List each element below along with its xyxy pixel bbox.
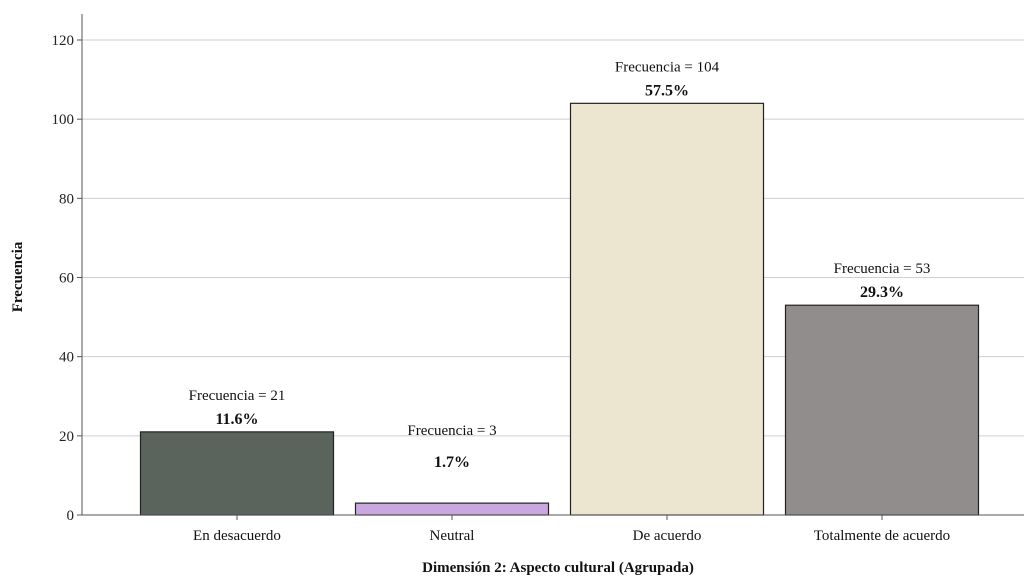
bar-frequency-label: Frecuencia = 104 — [615, 59, 720, 75]
bar-en-desacuerdo — [139, 431, 335, 516]
x-tick-label: En desacuerdo — [193, 528, 281, 544]
bar-frequency-label: Frecuencia = 3 — [407, 423, 496, 439]
bar-percent-label: 1.7% — [434, 454, 470, 471]
bar-frequency-label: Frecuencia = 21 — [189, 388, 286, 404]
bar-percent-label: 57.5% — [645, 82, 689, 99]
bar-de-acuerdo — [569, 102, 765, 516]
y-tick-label: 100 — [52, 112, 75, 128]
bar-frequency-label: Frecuencia = 53 — [834, 261, 931, 277]
bar-neutral — [354, 502, 550, 516]
y-tick-label: 40 — [59, 350, 74, 366]
x-axis-title: Dimensión 2: Aspecto cultural (Agrupada) — [422, 560, 694, 576]
category-labels: En desacuerdo Neutral De acuerdo Totalmente… — [193, 515, 950, 544]
y-axis-title: Frecuencia — [10, 241, 26, 312]
x-tick-label: De acuerdo — [633, 528, 702, 544]
data-labels: 11.6% Frecuencia = 21 1.7% Frecuencia = 3 57… — [189, 59, 931, 471]
y-tick-label: 60 — [59, 271, 74, 287]
bar-totalmente-de-acuerdo — [784, 304, 980, 516]
x-tick-label: Totalmente de acuerdo — [814, 528, 950, 544]
y-tick-label: 20 — [59, 429, 74, 445]
y-tick-label: 80 — [59, 191, 74, 207]
bar-percent-label: 11.6% — [215, 411, 258, 428]
y-tick-label: 0 — [67, 508, 75, 524]
bar-percent-label: 29.3% — [860, 284, 904, 301]
y-tick-label: 120 — [52, 33, 75, 49]
y-tick-labels: 0 20 40 60 80 100 120 — [52, 33, 82, 524]
x-tick-label: Neutral — [430, 528, 475, 544]
bars — [139, 102, 980, 516]
